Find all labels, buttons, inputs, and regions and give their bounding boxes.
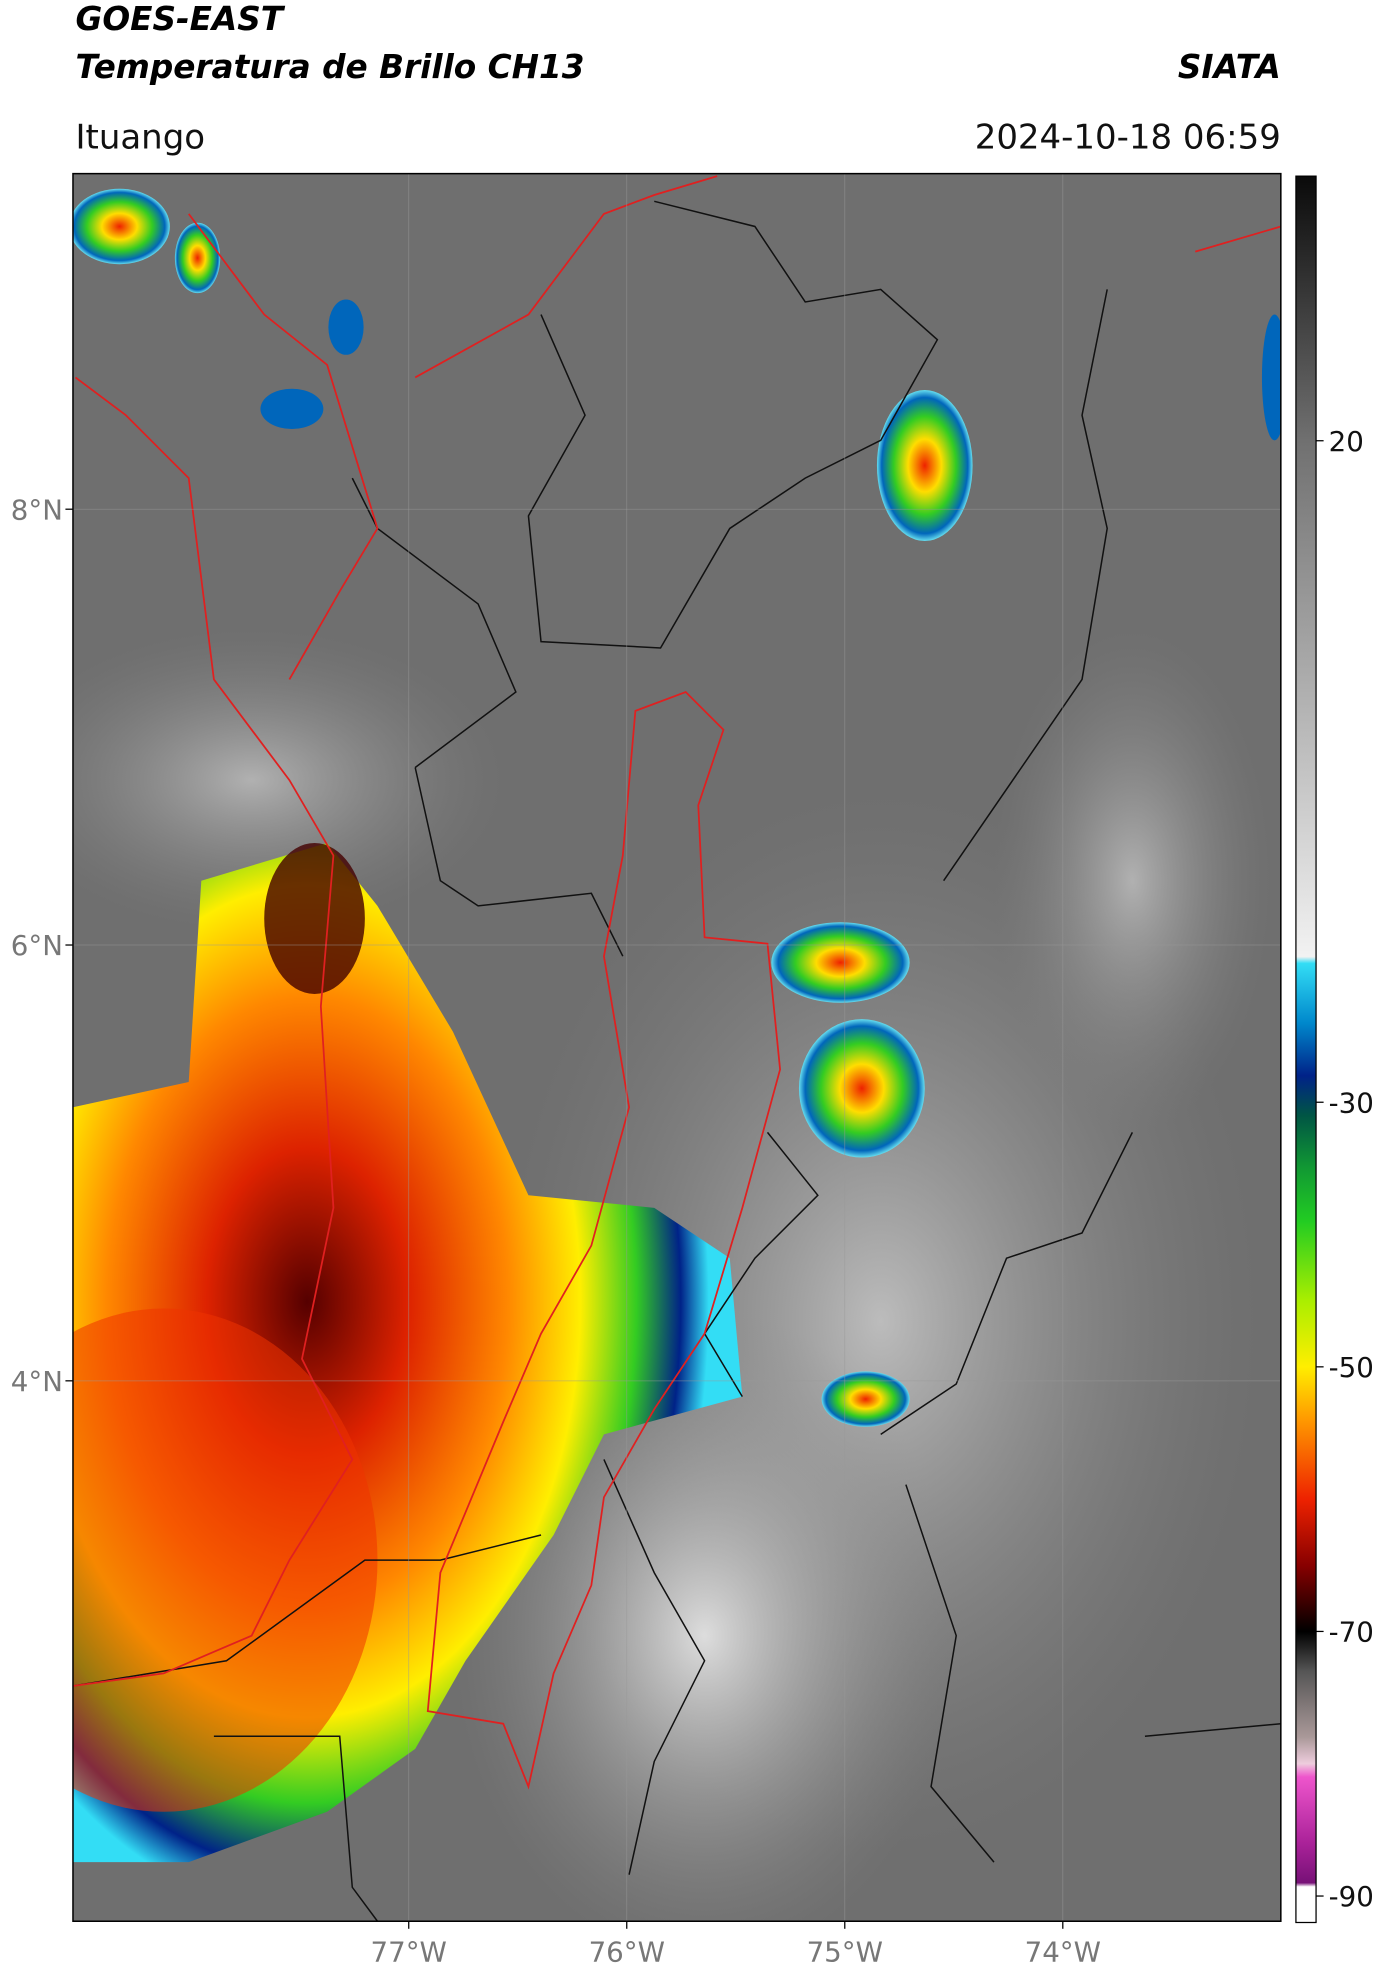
map-frame — [72, 172, 1282, 1922]
timestamp: 2024-10-18 06:59 — [975, 117, 1281, 157]
colorbar-tick-label: -70 — [1329, 1616, 1374, 1649]
axes: 8°N 6°N 4°N 77°W 76°W 75°W 74°W 20 -30 -50 -70 -90 — [11, 173, 1374, 1968]
source: SIATA — [1178, 48, 1281, 86]
y-tick-label: 4°N — [11, 1365, 63, 1398]
storm-cell — [72, 188, 170, 265]
storm-cell — [876, 390, 973, 542]
borders — [72, 200, 1281, 1922]
storm-cell — [771, 922, 910, 1003]
x-tick-label: 76°W — [589, 1935, 665, 1968]
colorbar — [1295, 175, 1317, 1924]
colorbar-tick-label: -50 — [1329, 1351, 1374, 1384]
x-tick-label: 77°W — [371, 1935, 447, 1968]
storm-core — [72, 1308, 378, 1812]
storm-cell — [1261, 314, 1281, 441]
satellite-image — [72, 173, 1281, 1922]
subtitle: Temperatura de Brillo CH13 — [75, 48, 584, 86]
storm-cell — [174, 222, 221, 294]
y-tick-label: 6°N — [11, 929, 63, 962]
colorbar-tick-label: -30 — [1329, 1086, 1374, 1119]
storm-core — [264, 842, 365, 994]
storm-cell — [798, 1019, 925, 1158]
cloud — [72, 629, 504, 932]
cloud — [993, 629, 1271, 1133]
storm-cell — [260, 388, 324, 430]
borders-red — [72, 175, 1281, 1790]
storm-cell — [821, 1371, 910, 1427]
x-tick-label: 75°W — [807, 1935, 883, 1968]
storm-cell — [328, 299, 364, 355]
colorbar-tick-label: 20 — [1329, 425, 1364, 458]
colorbar-tick-label: -90 — [1329, 1880, 1374, 1913]
x-tick-label: 74°W — [1025, 1935, 1101, 1968]
location: Ituango — [75, 117, 205, 157]
y-tick-label: 8°N — [11, 493, 63, 526]
title: GOES-EAST — [75, 0, 285, 38]
